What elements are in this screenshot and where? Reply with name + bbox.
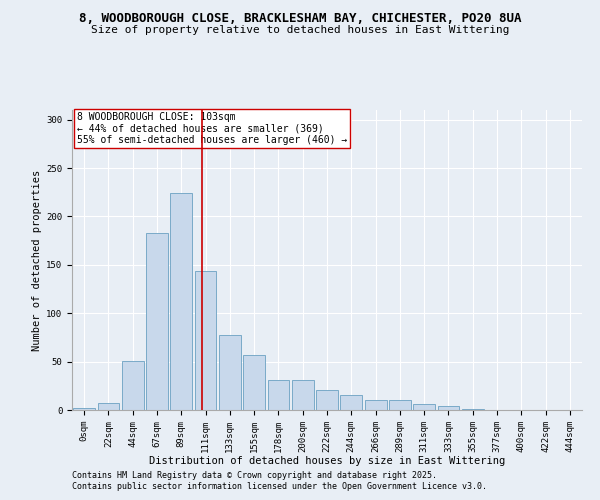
Bar	[146, 233, 168, 410]
Bar	[170, 193, 192, 410]
Bar	[340, 396, 362, 410]
Bar	[462, 409, 484, 410]
Bar	[97, 403, 119, 410]
Bar	[243, 355, 265, 410]
Bar	[437, 406, 460, 410]
Text: Contains public sector information licensed under the Open Government Licence v3: Contains public sector information licen…	[72, 482, 487, 491]
Text: Size of property relative to detached houses in East Wittering: Size of property relative to detached ho…	[91, 25, 509, 35]
Text: 8 WOODBOROUGH CLOSE: 103sqm
← 44% of detached houses are smaller (369)
55% of se: 8 WOODBOROUGH CLOSE: 103sqm ← 44% of det…	[77, 112, 347, 144]
Bar	[73, 408, 95, 410]
Bar	[268, 380, 289, 410]
Text: Contains HM Land Registry data © Crown copyright and database right 2025.: Contains HM Land Registry data © Crown c…	[72, 471, 437, 480]
Bar	[194, 270, 217, 410]
Text: 8, WOODBOROUGH CLOSE, BRACKLESHAM BAY, CHICHESTER, PO20 8UA: 8, WOODBOROUGH CLOSE, BRACKLESHAM BAY, C…	[79, 12, 521, 26]
Bar	[316, 390, 338, 410]
Bar	[365, 400, 386, 410]
Bar	[413, 404, 435, 410]
Y-axis label: Number of detached properties: Number of detached properties	[32, 170, 42, 350]
Bar	[122, 360, 143, 410]
Bar	[219, 336, 241, 410]
Bar	[292, 380, 314, 410]
X-axis label: Distribution of detached houses by size in East Wittering: Distribution of detached houses by size …	[149, 456, 505, 466]
Bar	[389, 400, 411, 410]
